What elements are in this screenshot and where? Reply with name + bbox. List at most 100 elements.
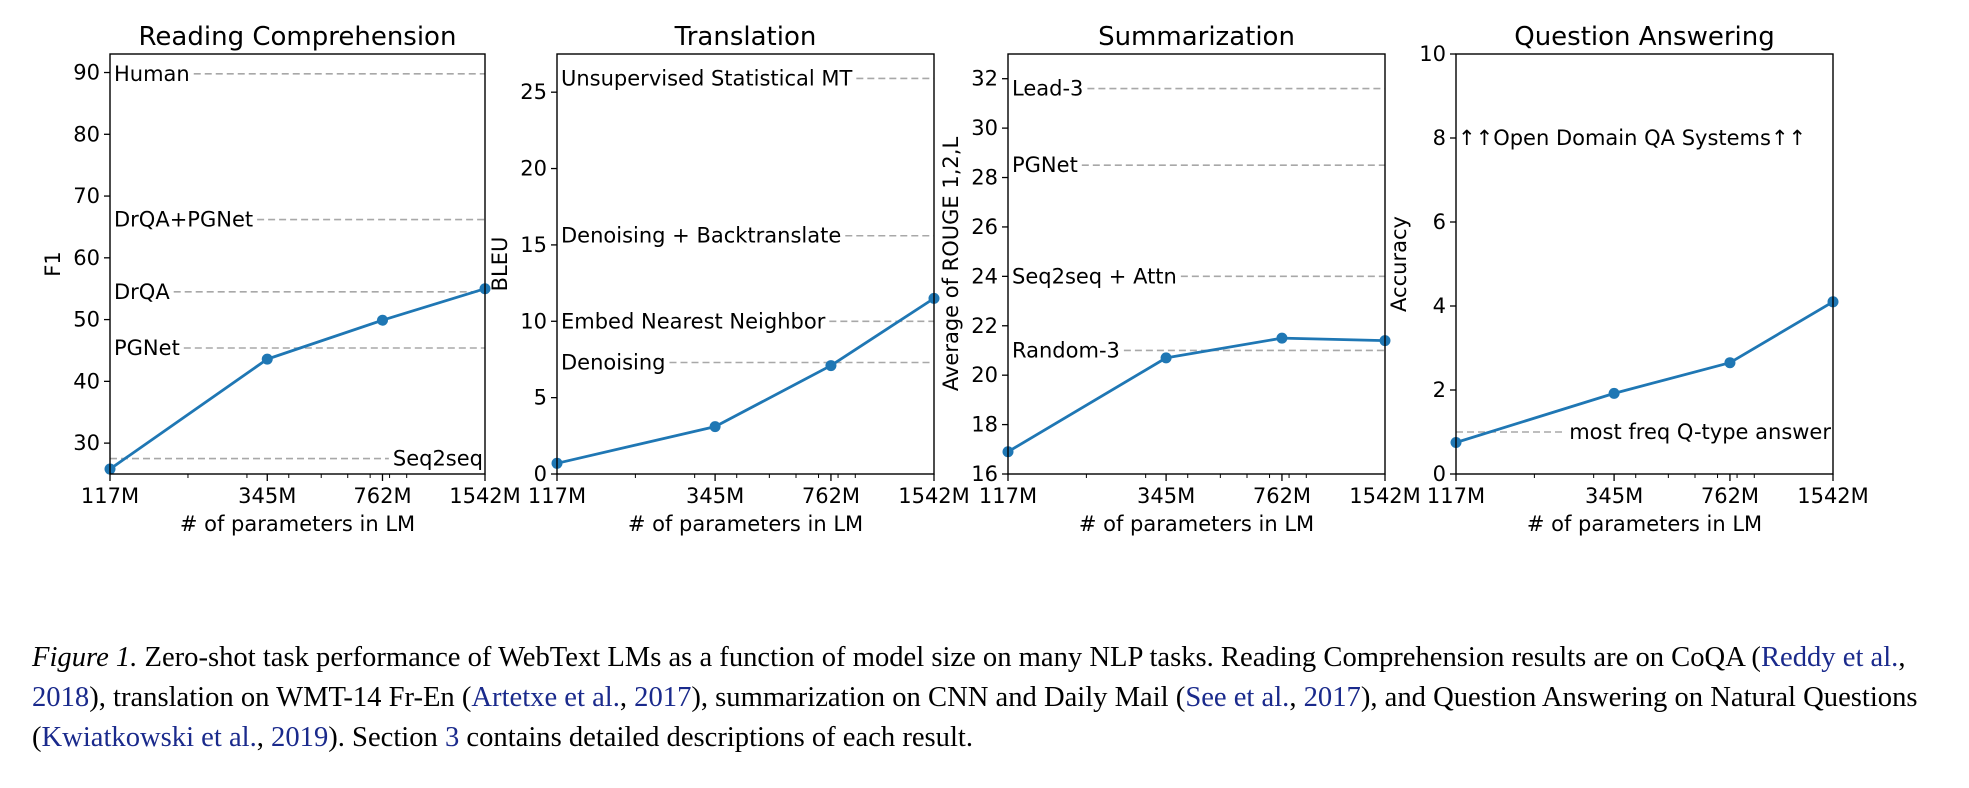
panel-1-ytick-label: 80 (73, 122, 100, 146)
panel-1-ylabel: F1 (41, 251, 65, 276)
panel-3-reference-label: Random-3 (1012, 338, 1120, 362)
caption-text-5: ). Section (328, 722, 445, 753)
panel-3-ytick-label: 32 (971, 67, 998, 91)
panel-1-ytick-label: 40 (73, 369, 100, 393)
panel-4-series-line (1455, 300, 1834, 444)
panel-2-ytick-label: 0 (534, 462, 547, 486)
caption-text-3: ), summarization on CNN and Daily Mail ( (691, 682, 1186, 713)
panel-2-reference-label: Embed Nearest Neighbor (561, 309, 826, 333)
panel-3-xtick-label: 345M (1137, 484, 1195, 508)
caption-text-1: Zero-shot task performance of WebText LM… (137, 642, 1761, 673)
panel-2-data-point (825, 360, 837, 372)
panel-1-reference-label: DrQA (114, 280, 170, 304)
panel-3-ytick-label: 16 (971, 462, 998, 486)
panel-3-reference-label: Lead-3 (1012, 77, 1083, 101)
panel-2-ytick-label: 20 (520, 157, 547, 181)
panel-4-ytick-label: 2 (1433, 378, 1446, 402)
panel-2-data-point (709, 421, 721, 433)
panel-3-reference-label: PGNet (1012, 153, 1078, 177)
panel-1-ytick-label: 30 (73, 431, 100, 455)
panel-1-xtick-label: 1542M (449, 484, 521, 508)
panel-1-reference-label: PGNet (114, 336, 180, 360)
panel-3-ytick-label: 20 (971, 363, 998, 387)
citation-year-3[interactable]: 2017 (1303, 682, 1361, 713)
panel-2-reference-label: Denoising + Backtranslate (561, 224, 841, 248)
panel-4-xtick-label: 345M (1585, 484, 1643, 508)
panel-3-ytick-label: 24 (971, 264, 998, 288)
panel-2-xlabel: # of parameters in LM (628, 512, 863, 536)
panel-1-ytick-label: 70 (73, 184, 100, 208)
panel-3-ytick-label: 30 (971, 116, 998, 140)
panel-3-data-point (1160, 352, 1172, 364)
panel-4-reference-label: most freq Q-type answer (1569, 420, 1831, 444)
panel-3-xtick-label: 117M (979, 484, 1037, 508)
panel-4-xlabel: # of parameters in LM (1527, 512, 1762, 536)
panel-4-ylabel: Accuracy (1387, 216, 1411, 312)
panel-3-data-point (1276, 332, 1288, 344)
caption-text-6: contains detailed descriptions of each r… (459, 722, 974, 753)
panel-1-ytick-label: 60 (73, 246, 100, 270)
panel-4-xtick-label: 1542M (1797, 484, 1869, 508)
panel-3-plot-frame (1007, 53, 1386, 475)
panel-3-ytick-label: 28 (971, 166, 998, 190)
panel-1-plot-frame (109, 53, 486, 475)
citation-author-1[interactable]: Reddy et al. (1760, 642, 1899, 673)
panel-4-ytick-label: 4 (1433, 294, 1446, 318)
panel-2-xtick-label: 117M (528, 484, 586, 508)
panel-4-xtick-label: 117M (1427, 484, 1485, 508)
panel-4-xtick-label: 762M (1701, 484, 1759, 508)
panel-2-ytick-label: 15 (520, 233, 547, 257)
panel-4-title: Question Answering (1514, 22, 1775, 52)
panel-2-xtick-label: 762M (802, 484, 860, 508)
panel-1-ytick-label: 50 (73, 308, 100, 332)
citation-author-4[interactable]: Kwiatkowski et al. (41, 722, 257, 753)
panel-2-reference-label: Unsupervised Statistical MT (561, 66, 852, 90)
citation-year-2[interactable]: 2017 (634, 682, 692, 713)
panel-1-reference-label: Seq2seq (393, 447, 483, 471)
citation-author-3[interactable]: See et al. (1185, 682, 1290, 713)
panel-4-ytick-label: 8 (1433, 126, 1446, 150)
panel-3-reference-label: Seq2seq + Attn (1012, 264, 1177, 288)
panel-1-xtick-label: 345M (238, 484, 296, 508)
panel-3-ytick-label: 22 (971, 314, 998, 338)
panel-2-xtick-label: 1542M (898, 484, 970, 508)
panel-4-annotation: ↑↑Open Domain QA Systems↑↑ (1458, 126, 1806, 150)
figure-caption: Figure 1. Zero-shot task performance of … (32, 642, 1918, 753)
panel-4-data-point (1608, 387, 1620, 399)
caption-text-4: ), and Question Answering on Natural Que… (32, 682, 1918, 753)
panel-3-ytick-label: 18 (971, 413, 998, 437)
section-reference[interactable]: 3 (444, 722, 460, 753)
caption-text-2: ), translation on WMT-14 Fr-En ( (89, 682, 472, 713)
panel-1-series-line (109, 287, 486, 471)
panel-3-xtick-label: 762M (1253, 484, 1311, 508)
panel-2-ytick-label: 5 (534, 386, 547, 410)
citation-year-4[interactable]: 2019 (271, 722, 329, 753)
panel-4-data-point (1724, 357, 1736, 369)
citation-year-1[interactable]: 2018 (32, 682, 90, 713)
panel-4-ytick-label: 10 (1419, 42, 1446, 66)
panel-3-ytick-label: 26 (971, 215, 998, 239)
panel-2-ylabel: BLEU (488, 237, 512, 292)
panel-1-reference-label: DrQA+PGNet (114, 208, 253, 232)
panel-3-series-line (1007, 336, 1386, 453)
panel-2-xtick-label: 345M (686, 484, 744, 508)
panel-1-reference-label: Human (114, 62, 190, 86)
panel-4-plot-frame (1455, 53, 1834, 475)
panel-4-ytick-label: 0 (1433, 462, 1446, 486)
panel-1-xlabel: # of parameters in LM (180, 512, 415, 536)
panel-1-title: Reading Comprehension (139, 22, 457, 52)
panel-3-xlabel: # of parameters in LM (1079, 512, 1314, 536)
panel-2-series-line (556, 297, 935, 465)
panel-1-xtick-label: 117M (81, 484, 139, 508)
panel-1-xtick-label: 762M (353, 484, 411, 508)
panel-2-plot-frame (556, 53, 935, 475)
panel-3-xtick-label: 1542M (1349, 484, 1421, 508)
panel-3-title: Summarization (1098, 22, 1295, 52)
panel-1-ytick-label: 90 (73, 61, 100, 85)
panel-4-ytick-label: 6 (1433, 210, 1446, 234)
panel-2-title: Translation (674, 22, 817, 52)
figure-label: Figure 1. (32, 642, 138, 673)
panel-1-data-point (261, 353, 273, 365)
citation-author-2[interactable]: Artetxe et al. (471, 682, 620, 713)
